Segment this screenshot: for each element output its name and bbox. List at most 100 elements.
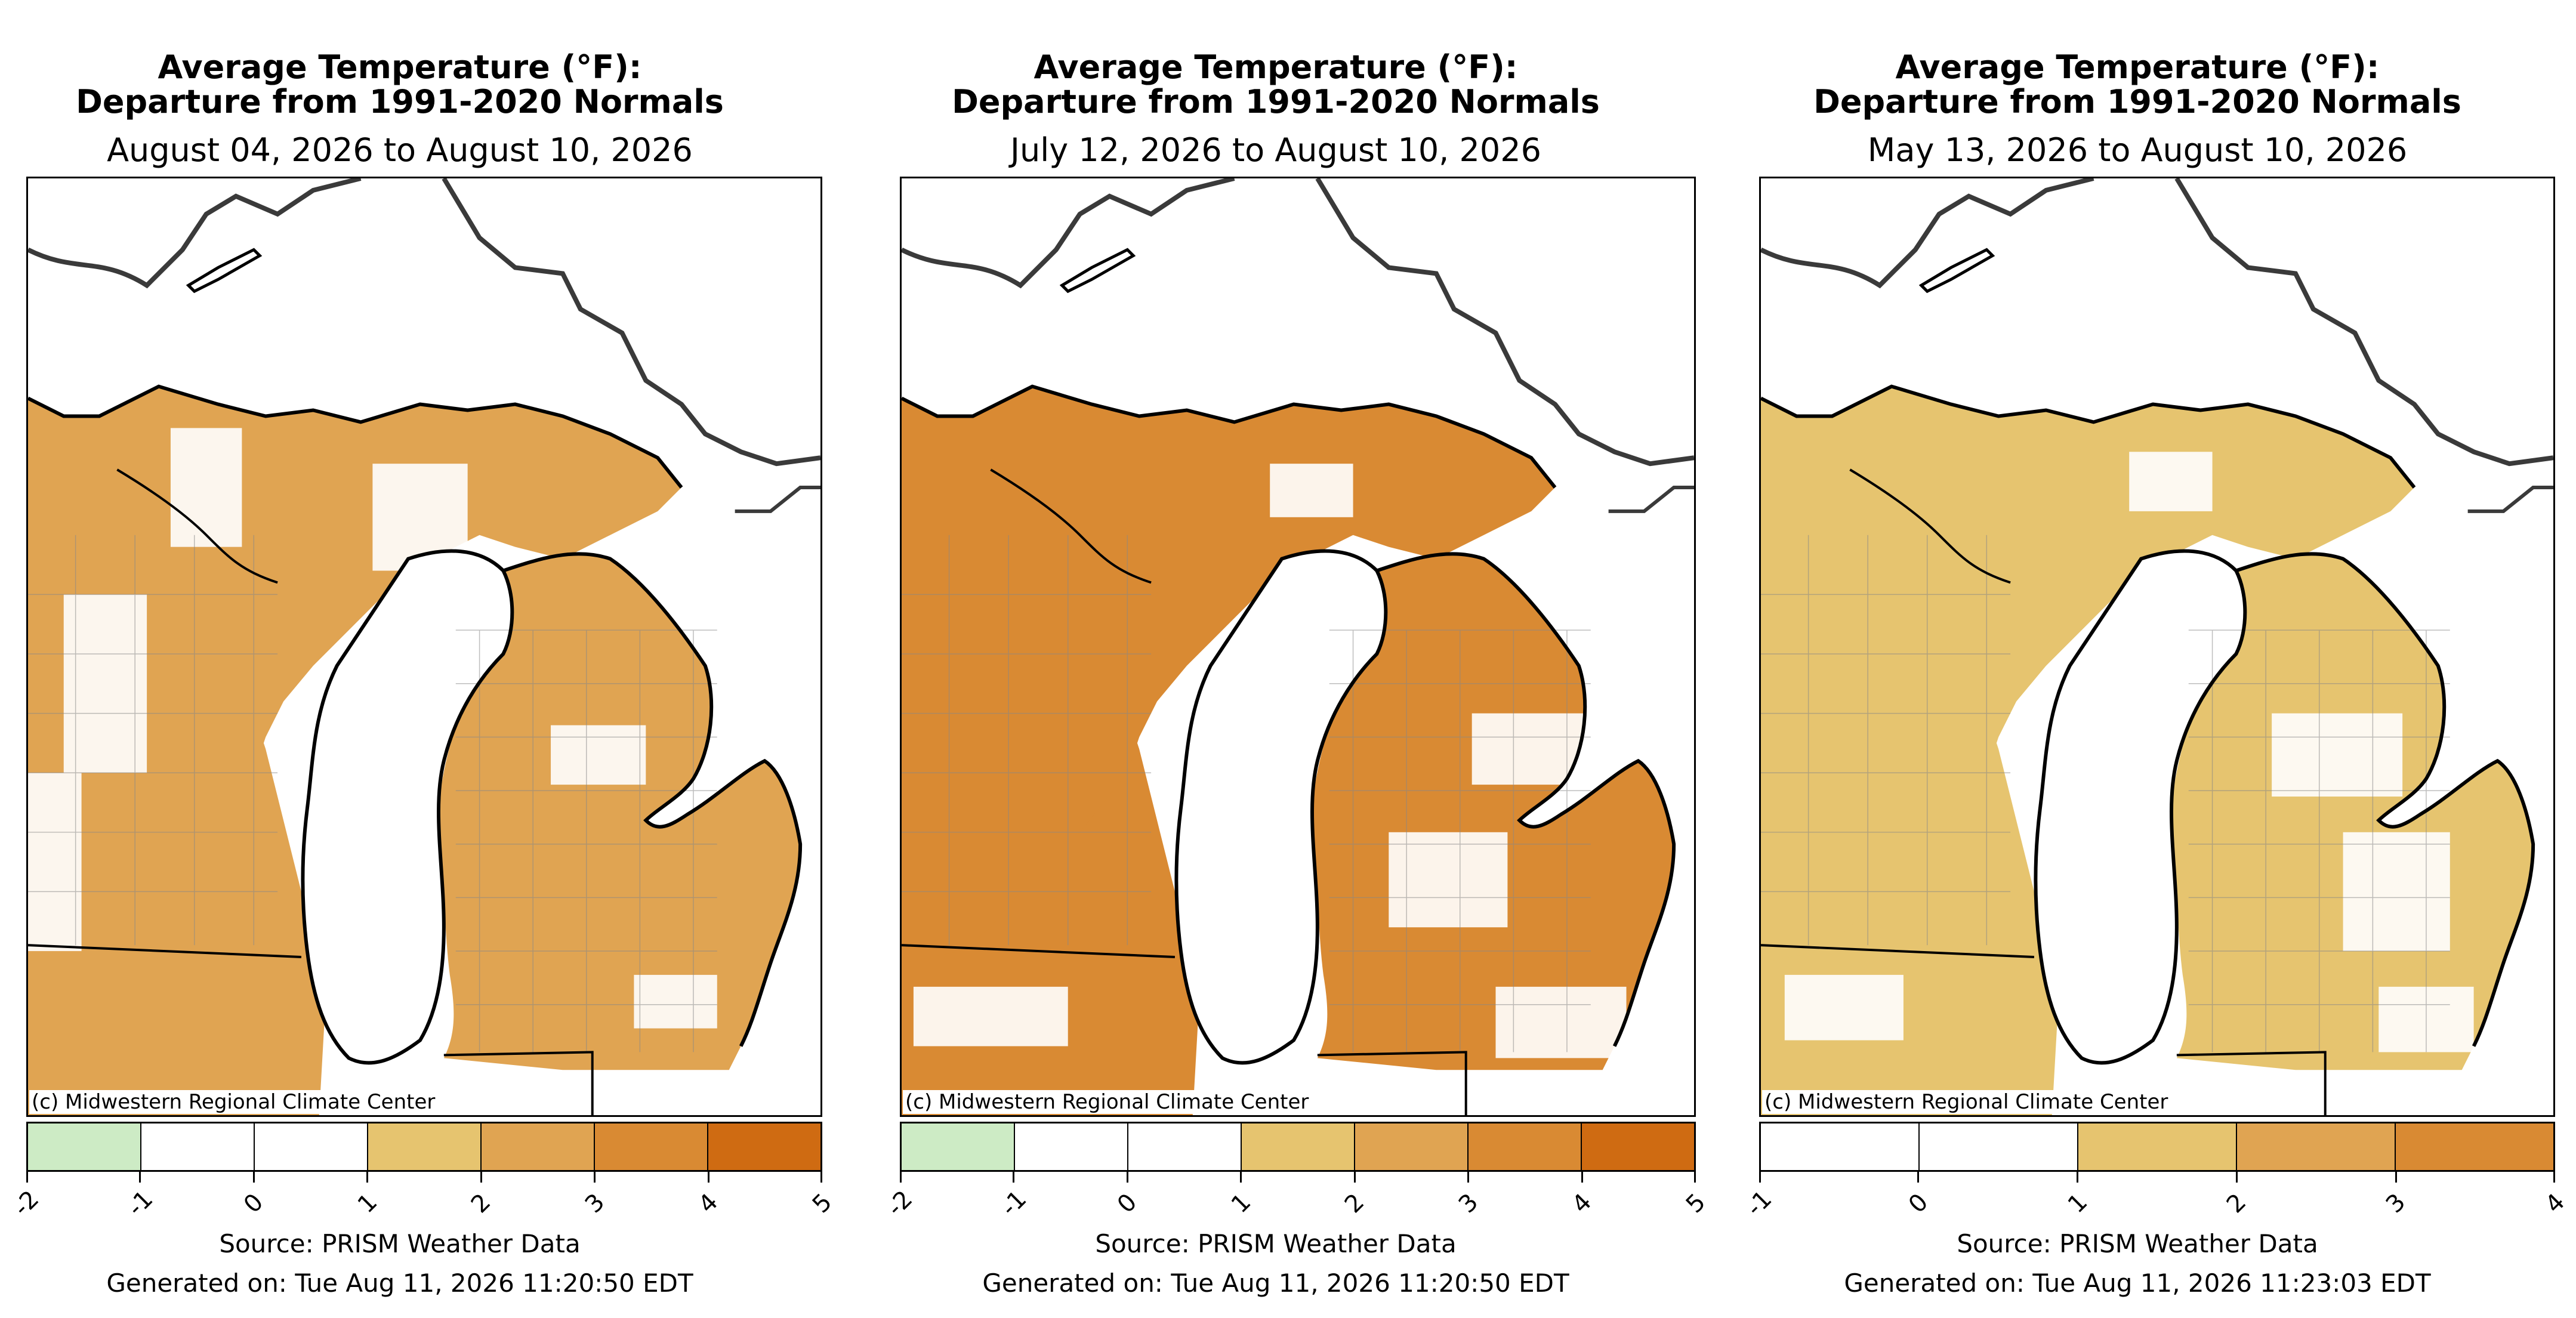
northeast-islands [2467, 486, 2553, 513]
temperature-map: (c) Midwestern Regional Climate Center [900, 177, 1696, 1117]
legend-tick-mark [1467, 1172, 1470, 1183]
legend-tick-mark [252, 1172, 255, 1183]
legend-tick-mark [2553, 1172, 2555, 1183]
legend-tick-label: 1 [1226, 1188, 1256, 1219]
normal-anomaly-patch [28, 773, 82, 952]
legend-swatch [368, 1123, 482, 1170]
legend-tick-mark [480, 1172, 482, 1183]
lake-michigan-coast [2034, 549, 2247, 1065]
legend-tick-label: 5 [1680, 1188, 1711, 1219]
date-range: July 12, 2026 to August 10, 2026 [1010, 131, 1541, 169]
legend-swatch [1242, 1123, 1355, 1170]
legend-swatch [1469, 1123, 1582, 1170]
legend-tick-mark [707, 1172, 709, 1183]
legend-swatch [482, 1123, 595, 1170]
generated-timestamp: Generated on: Tue Aug 11, 2026 11:20:50 … [982, 1268, 1569, 1298]
legend-tick-label: 1 [352, 1188, 382, 1219]
legend-tick-mark [1694, 1172, 1696, 1183]
legend-tick-mark [2235, 1172, 2238, 1183]
panel-title-line2: Departure from 1991-2020 Normals [952, 83, 1600, 121]
legend-swatch [595, 1123, 708, 1170]
land-fill-upper-peninsula [1761, 386, 2415, 963]
lake-michigan [2035, 551, 2245, 1063]
data-source: Source: PRISM Weather Data [1095, 1229, 1457, 1258]
superior-north-shore [28, 178, 362, 289]
date-range: August 04, 2026 to August 10, 2026 [107, 131, 693, 169]
legend-tick-label: 2 [2222, 1188, 2252, 1219]
indiana-border [902, 944, 1176, 959]
legend-tick-mark [1917, 1172, 1920, 1183]
lake-erie [1602, 1046, 1694, 1115]
legend-tick-label: 3 [2380, 1188, 2411, 1219]
lake-huron [705, 630, 820, 1115]
wisconsin-michigan-border [116, 468, 278, 584]
legend-swatch [1128, 1123, 1242, 1170]
legend-swatch [708, 1123, 820, 1170]
wisconsin-michigan-border [990, 468, 1152, 584]
land-fill-lower-peninsula [437, 554, 801, 1070]
indiana-border [1761, 944, 2035, 959]
normal-anomaly-patch [1270, 464, 1353, 517]
legend-swatch [1761, 1123, 1920, 1170]
michigan-map-svg [902, 178, 1694, 1115]
legend-tick-mark [594, 1172, 596, 1183]
legend-tick-label: -2 [881, 1185, 918, 1222]
normal-anomaly-patch [170, 428, 242, 547]
legend-tick-label: 3 [579, 1188, 610, 1219]
northeast-islands [735, 486, 820, 513]
panel-title-line2: Departure from 1991-2020 Normals [1813, 83, 2461, 121]
legend-tick-label: 0 [1112, 1188, 1143, 1219]
legend-tick-label: 3 [1453, 1188, 1484, 1219]
legend-swatch [2078, 1123, 2237, 1170]
northeast-islands [1608, 486, 1694, 513]
normal-anomaly-patch [2343, 832, 2450, 952]
generated-timestamp: Generated on: Tue Aug 11, 2026 11:20:50 … [106, 1268, 693, 1298]
normal-anomaly-patch [63, 594, 147, 773]
legend-tick-mark [1581, 1172, 1583, 1183]
legend-colorbar [26, 1122, 822, 1172]
normal-anomaly-patch [913, 986, 1068, 1047]
legend-colorbar [900, 1122, 1696, 1172]
legend-swatch [28, 1123, 141, 1170]
lake-huron [1578, 630, 1694, 1115]
legend-tick-mark [2077, 1172, 2079, 1183]
land-fill-lower-peninsula [1311, 554, 1674, 1070]
map-credit: (c) Midwestern Regional Climate Center [29, 1090, 442, 1114]
panel-title-line2: Departure from 1991-2020 Normals [76, 83, 724, 121]
temperature-map: (c) Midwestern Regional Climate Center [26, 177, 822, 1117]
panel-title-line1: Average Temperature (°F): [158, 48, 642, 86]
legend-swatch [141, 1123, 255, 1170]
upper-peninsula-coast [28, 384, 683, 489]
panel-title-line1: Average Temperature (°F): [1895, 48, 2380, 86]
legend-tick-mark [820, 1172, 822, 1183]
legend-swatch [2237, 1123, 2396, 1170]
legend-tick-label: 1 [2062, 1188, 2093, 1219]
michigan-map-svg [1761, 178, 2553, 1115]
legend-tick-mark [900, 1172, 902, 1183]
map-panel-1: Average Temperature (°F): Departure from… [0, 0, 838, 1318]
county-grid [28, 535, 717, 1052]
ohio-border [443, 1051, 594, 1115]
generated-timestamp: Generated on: Tue Aug 11, 2026 11:23:03 … [1844, 1268, 2431, 1298]
lake-superior [902, 178, 1694, 511]
legend-swatch [255, 1123, 368, 1170]
legend-tick-label: 4 [2540, 1188, 2571, 1219]
legend-tick-mark [1240, 1172, 1242, 1183]
map-credit: (c) Midwestern Regional Climate Center [1762, 1090, 2174, 1114]
lake-michigan-coast [1174, 549, 1388, 1065]
canada-shoreline [2174, 178, 2553, 467]
legend-tick-label: 4 [1567, 1188, 1597, 1219]
legend-ticks: -1 0 1 2 3 4 [1741, 1172, 2570, 1221]
normal-anomaly-patch [1784, 974, 1904, 1041]
lake-michigan [303, 551, 513, 1063]
legend-tick-mark [26, 1172, 28, 1183]
normal-anomaly-patch [1495, 986, 1627, 1058]
legend-tick-mark [1353, 1172, 1356, 1183]
lake-huron [2438, 630, 2553, 1115]
isle-royale [186, 248, 263, 294]
legend-tick-label: 4 [693, 1188, 724, 1219]
indiana-border [28, 944, 302, 959]
legend-tick-label: -1 [995, 1185, 1032, 1222]
lake-michigan-coast [301, 549, 514, 1065]
legend-swatch [902, 1123, 1015, 1170]
